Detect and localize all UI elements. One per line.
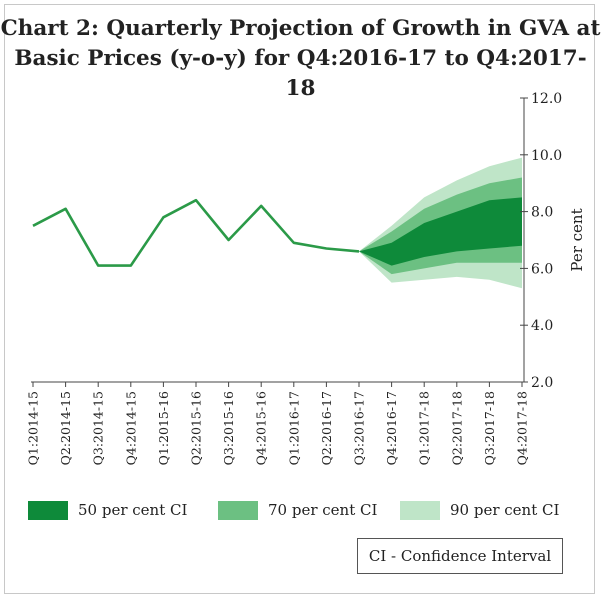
x-tick-label: Q4:2017-18 (515, 391, 530, 465)
legend-item-ci50: 50 per cent CI (28, 499, 187, 521)
legend-label-ci70: 70 per cent CI (268, 501, 378, 519)
y-tick-label: 6.0 (531, 261, 553, 277)
x-tick-label: Q1:2016-17 (286, 391, 301, 465)
legend-label-ci90: 90 per cent CI (450, 501, 560, 519)
chart-frame (4, 4, 595, 594)
chart-title-line-1: Chart 2: Quarterly Projection of Growth … (0, 16, 601, 41)
x-tick-label: Q3:2016-17 (352, 391, 367, 465)
chart-title-line-2: Basic Prices (y-o-y) for Q4:2016-17 to Q… (14, 46, 587, 101)
ci-note-box: CI - Confidence Interval (357, 538, 563, 574)
y-tick-label: 12.0 (531, 91, 562, 107)
x-tick-label: Q2:2015-16 (189, 391, 204, 465)
y-tick-label: 2.0 (531, 375, 553, 391)
x-tick-label: Q4:2016-17 (384, 391, 399, 465)
x-tick-label: Q1:2014-15 (26, 391, 41, 465)
x-tick-label: Q4:2015-16 (254, 391, 269, 465)
x-tick-label: Q3:2014-15 (91, 391, 106, 465)
y-tick-label: 10.0 (531, 148, 562, 164)
legend-swatch-ci50 (28, 500, 68, 520)
x-tick-label: Q2:2016-17 (319, 391, 334, 465)
legend-item-ci90: 90 per cent CI (400, 499, 559, 521)
legend-swatch-ci90 (400, 500, 440, 520)
x-tick-label: Q3:2017-18 (482, 391, 497, 465)
y-tick-label: 8.0 (531, 205, 553, 221)
legend-swatch-ci70 (218, 500, 258, 520)
x-tick-label: Q2:2017-18 (449, 391, 464, 465)
x-tick-label: Q1:2015-16 (156, 391, 171, 465)
x-tick-label: Q3:2015-16 (221, 391, 236, 465)
y-tick-label: 4.0 (531, 318, 553, 334)
legend-label-ci50: 50 per cent CI (78, 501, 188, 519)
y-axis-label: Per cent (568, 208, 586, 271)
fan-band-ci50 (359, 197, 522, 266)
x-tick-label: Q4:2014-15 (123, 391, 138, 465)
chart-title: Chart 2: Quarterly Projection of Growth … (0, 14, 601, 104)
x-tick-label: Q1:2017-18 (417, 391, 432, 465)
series-line (32, 198, 360, 267)
legend-item-ci70: 70 per cent CI (218, 499, 377, 521)
x-tick-label: Q2:2014-15 (58, 391, 73, 465)
ci-note-text: CI - Confidence Interval (368, 547, 552, 565)
